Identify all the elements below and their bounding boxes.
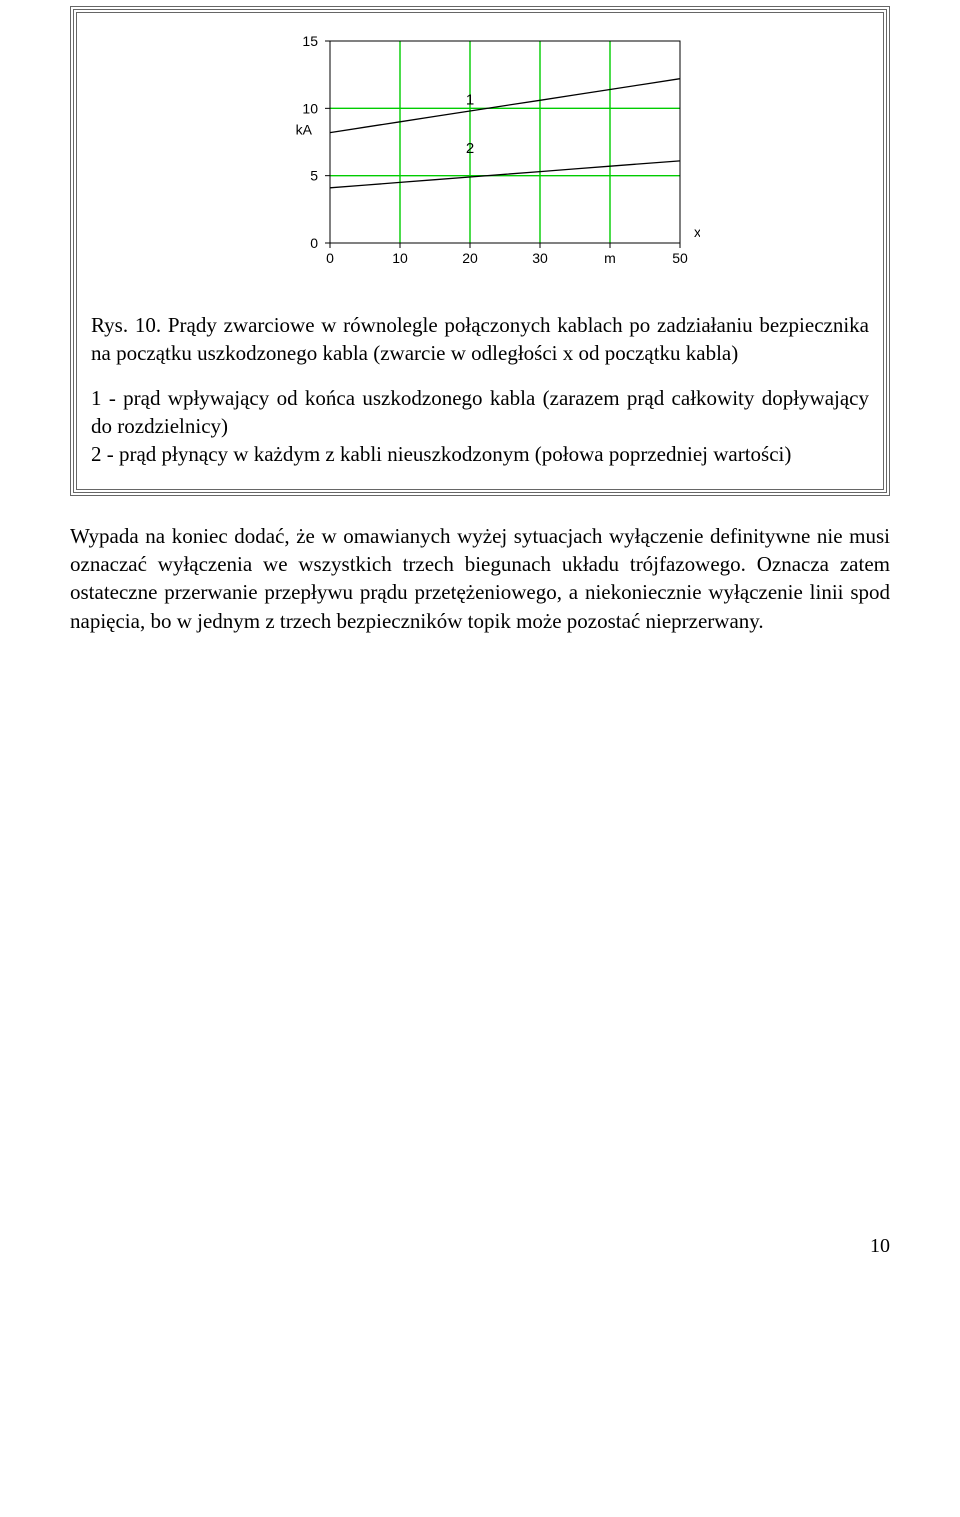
svg-text:15: 15 xyxy=(302,33,318,49)
line-chart: 0 10 20 30 m 50 x 0 5 10 kA 15 1 2 xyxy=(260,23,700,283)
figure-frame: 0 10 20 30 m 50 x 0 5 10 kA 15 1 2 Rys. 10. Prądy zwa… xyxy=(70,6,890,496)
chart-container: 0 10 20 30 m 50 x 0 5 10 kA 15 1 2 xyxy=(91,23,869,283)
body-paragraph: Wypada na koniec dodać, że w omawianych … xyxy=(70,522,890,635)
svg-text:20: 20 xyxy=(462,250,478,266)
legend-item-1: 1 - prąd wpływający od końca uszkodzoneg… xyxy=(91,384,869,441)
figure-caption: Rys. 10. Prądy zwarciowe w równolegle po… xyxy=(91,311,869,368)
svg-text:2: 2 xyxy=(466,140,474,157)
svg-text:0: 0 xyxy=(326,250,334,266)
document-page: 0 10 20 30 m 50 x 0 5 10 kA 15 1 2 Rys. 10. Prądy zwa… xyxy=(0,6,960,1298)
svg-text:0: 0 xyxy=(310,235,318,251)
svg-text:5: 5 xyxy=(310,168,318,184)
legend-item-2: 2 - prąd płynący w każdym z kabli nieusz… xyxy=(91,440,869,468)
svg-text:10: 10 xyxy=(302,100,318,116)
page-number: 10 xyxy=(70,1235,890,1258)
caption-label: Rys. 10. xyxy=(91,313,161,337)
svg-text:1: 1 xyxy=(466,91,474,108)
caption-text: Prądy zwarciowe w równolegle połączonych… xyxy=(91,313,869,365)
svg-text:10: 10 xyxy=(392,250,408,266)
svg-text:30: 30 xyxy=(532,250,548,266)
svg-text:m: m xyxy=(604,250,616,266)
svg-text:50: 50 xyxy=(672,250,688,266)
svg-text:x: x xyxy=(694,224,700,240)
figure-frame-inner: 0 10 20 30 m 50 x 0 5 10 kA 15 1 2 Rys. 10. Prądy zwa… xyxy=(76,12,884,490)
chart-legend: 1 - prąd wpływający od końca uszkodzoneg… xyxy=(91,384,869,469)
svg-text:kA: kA xyxy=(296,121,313,137)
